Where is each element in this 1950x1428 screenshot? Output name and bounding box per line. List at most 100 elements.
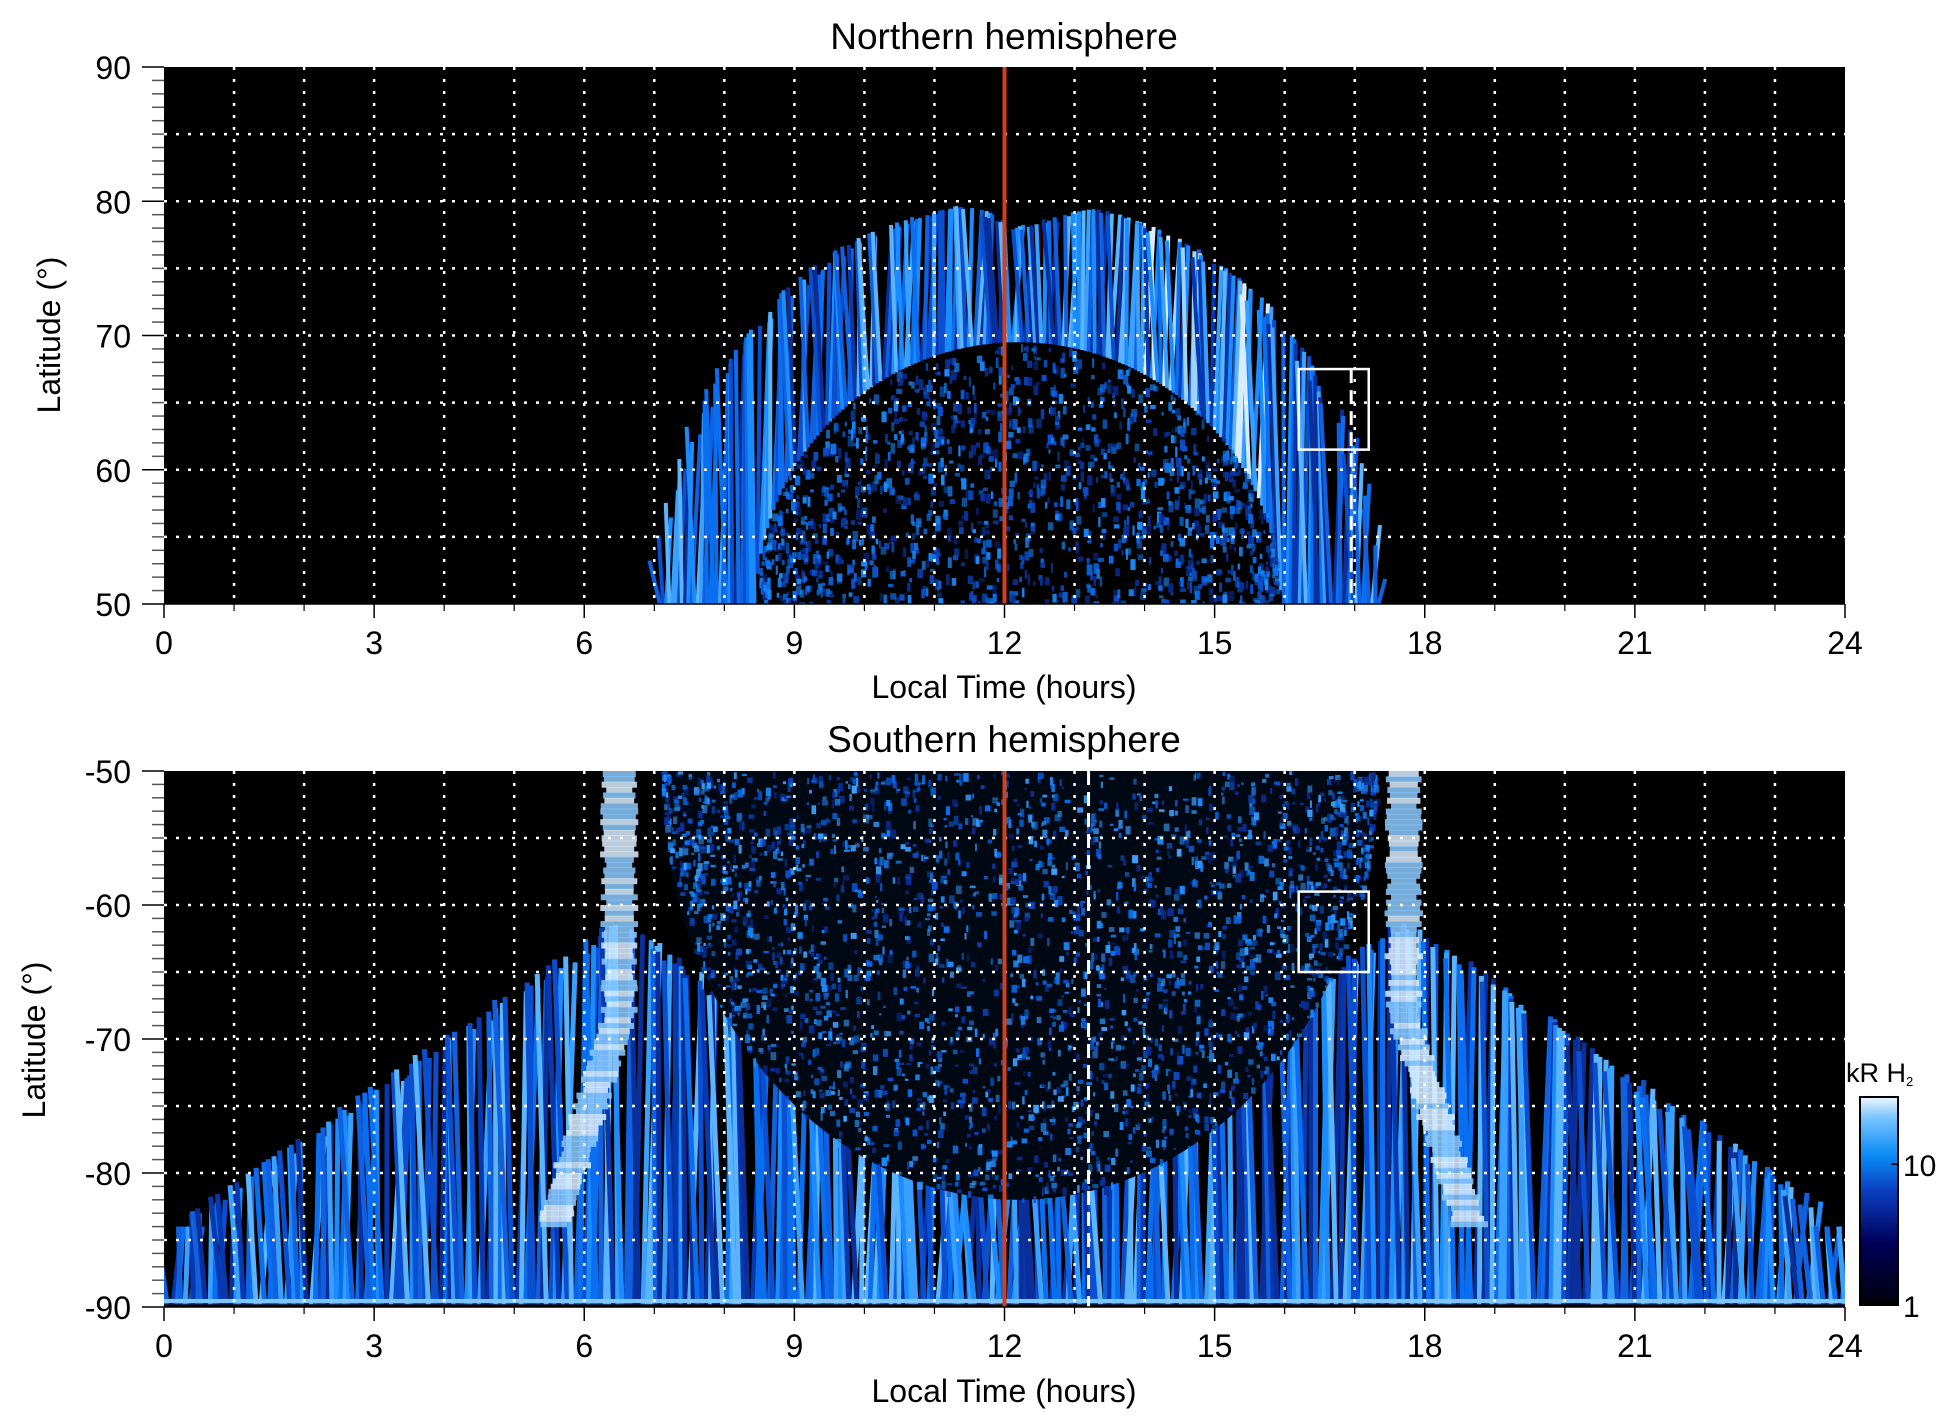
- bright-arc: [1385, 862, 1423, 868]
- aurora-speckle: [928, 510, 932, 516]
- aurora-speckle: [1049, 1170, 1051, 1175]
- bright-arc: [1389, 841, 1419, 847]
- aurora-speckle: [810, 999, 812, 1001]
- aurora-speckle: [795, 476, 800, 486]
- aurora-speckle: [1328, 916, 1334, 924]
- aurora-speckle: [1251, 493, 1255, 497]
- aurora-speckle: [1173, 917, 1178, 922]
- aurora-speckle: [903, 547, 906, 557]
- aurora-speckle: [837, 475, 842, 483]
- aurora-speckle: [1080, 901, 1083, 907]
- aurora-speckle: [838, 978, 841, 983]
- aurora-speckle: [844, 850, 850, 852]
- aurora-speckle: [1118, 820, 1122, 829]
- aurora-speckle: [906, 1118, 910, 1126]
- aurora-speckle: [1033, 482, 1035, 488]
- aurora-speckle: [1237, 784, 1239, 787]
- aurora-speckle: [743, 1013, 747, 1019]
- aurora-speckle: [1061, 585, 1065, 591]
- aurora-speckle: [1083, 1119, 1086, 1124]
- aurora-speckle: [978, 429, 982, 435]
- aurora-speckle: [1196, 984, 1198, 992]
- aurora-speckle: [925, 1064, 930, 1068]
- aurora-speckle: [1277, 950, 1280, 954]
- aurora-speckle: [995, 559, 999, 569]
- aurora-speckle: [913, 907, 919, 912]
- aurora-speckle: [952, 578, 956, 586]
- aurora-speckle: [1325, 985, 1328, 988]
- aurora-speckle: [849, 794, 852, 801]
- aurora-speckle: [1016, 1048, 1020, 1052]
- aurora-speckle: [912, 522, 915, 527]
- aurora-speckle: [816, 955, 819, 960]
- aurora-speckle: [695, 875, 698, 879]
- aurora-speckle: [843, 1116, 847, 1122]
- aurora-speckle: [896, 495, 902, 504]
- aurora-speckle: [854, 573, 857, 582]
- aurora-speckle: [1187, 472, 1190, 481]
- aurora-speckle: [905, 842, 910, 845]
- aurora-speckle: [923, 391, 929, 398]
- aurora-speckle: [1330, 923, 1334, 930]
- aurora-speckle: [972, 385, 974, 395]
- aurora-speckle: [837, 1070, 841, 1078]
- bright-arc: [1391, 803, 1416, 809]
- aurora-speckle: [1099, 842, 1101, 849]
- aurora-speckle: [747, 1046, 752, 1051]
- aurora-speckle: [1029, 806, 1031, 808]
- aurora-speckle: [1116, 1056, 1118, 1060]
- aurora-streak: [1283, 331, 1284, 604]
- aurora-speckle: [1011, 973, 1014, 976]
- aurora-speckle: [1092, 358, 1094, 367]
- aurora-speckle: [772, 1007, 777, 1011]
- aurora-speckle: [1233, 915, 1235, 924]
- aurora-speckle: [1191, 554, 1193, 559]
- aurora-speckle: [1186, 932, 1190, 935]
- aurora-speckle: [800, 1021, 803, 1029]
- aurora-speckle: [1101, 782, 1103, 789]
- aurora-speckle: [972, 818, 978, 826]
- aurora-speckle: [991, 491, 993, 499]
- aurora-speckle: [1022, 979, 1026, 987]
- aurora-speckle: [873, 440, 877, 444]
- aurora-speckle: [883, 914, 889, 922]
- bright-arc: [1386, 857, 1421, 863]
- aurora-speckle: [1199, 479, 1202, 485]
- aurora-streak: [658, 952, 660, 1311]
- aurora-speckle: [730, 976, 734, 982]
- aurora-speckle: [727, 1017, 733, 1026]
- aurora-speckle: [1091, 953, 1094, 962]
- aurora-speckle: [1127, 422, 1130, 431]
- aurora-speckle: [1038, 777, 1041, 783]
- aurora-streak: [1492, 985, 1493, 1311]
- aurora-speckle: [1162, 1055, 1165, 1061]
- aurora-speckle: [1338, 953, 1343, 961]
- aurora-speckle: [944, 818, 947, 820]
- aurora-speckle: [948, 557, 952, 568]
- aurora-speckle: [750, 934, 753, 938]
- bright-arc: [1437, 1173, 1472, 1179]
- aurora-speckle: [1076, 1054, 1080, 1060]
- aurora-speckle: [832, 444, 836, 454]
- aurora-speckle: [783, 904, 785, 907]
- aurora-speckle: [1231, 859, 1237, 867]
- aurora-speckle: [855, 1147, 860, 1150]
- aurora-speckle: [1098, 854, 1102, 859]
- aurora-speckle: [768, 1047, 771, 1053]
- aurora-speckle: [1095, 1113, 1099, 1119]
- aurora-speckle: [866, 485, 868, 491]
- aurora-speckle: [1049, 1028, 1051, 1036]
- aurora-speckle: [783, 594, 788, 600]
- aurora-speckle: [1025, 788, 1027, 790]
- aurora-speckle: [1194, 966, 1198, 969]
- aurora-speckle: [1031, 822, 1035, 828]
- aurora-speckle: [991, 1170, 993, 1178]
- aurora-speckle: [826, 1002, 830, 1005]
- aurora-speckle: [928, 899, 933, 902]
- aurora-speckle: [854, 950, 858, 954]
- aurora-speckle: [984, 931, 987, 939]
- aurora-speckle: [894, 434, 897, 440]
- aurora-speckle: [1096, 965, 1100, 970]
- aurora-speckle: [881, 903, 884, 905]
- aurora-speckle: [1059, 1025, 1064, 1032]
